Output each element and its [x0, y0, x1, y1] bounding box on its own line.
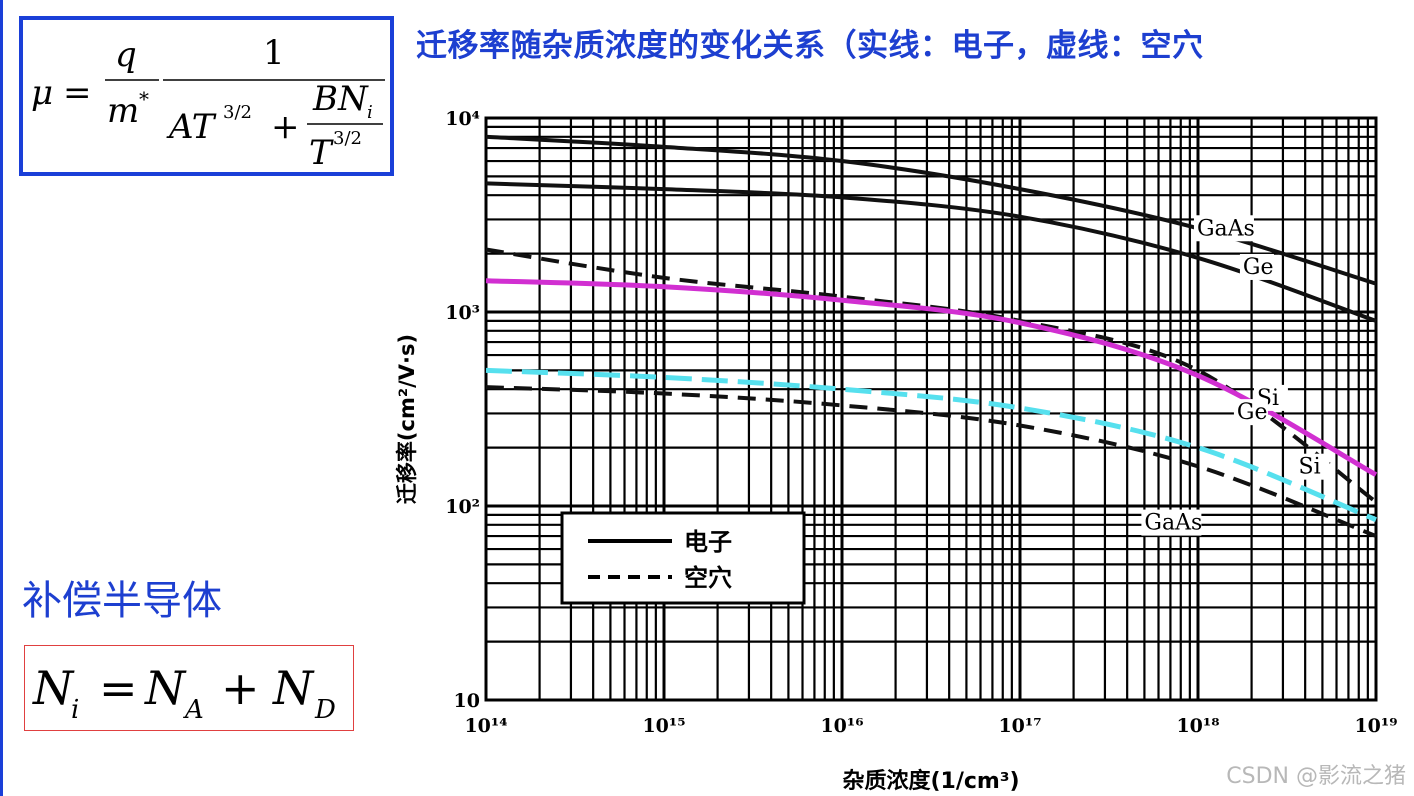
legend-box	[560, 511, 806, 605]
series-label-bg	[1295, 453, 1330, 480]
x-tick-label: 10¹⁵	[642, 715, 685, 737]
mobility-formula: μ = q m * 1 AT 3/2 + BN i T 3/2	[19, 16, 394, 176]
chart-series	[485, 134, 1378, 538]
impurity-sum-svg: N i = N A + N D	[32, 661, 336, 725]
series-label-gaas-hole: GaAs	[1144, 511, 1202, 536]
BN-subscript: i	[367, 102, 373, 123]
slide-title: 迁移率随杂质浓度的变化关系（实线：电子，虚线：空穴	[416, 28, 1204, 64]
series-label-si-hole: Si	[1299, 455, 1321, 480]
chart-labels: 10¹⁴ 10¹⁵ 10¹⁶ 10¹⁷ 10¹⁸ 10¹⁹ 10 10² 10³ 10⁴ 杂质浓度(…	[395, 108, 1398, 794]
y-axis-label: 迁移率(cm²/V·s)	[395, 334, 419, 504]
y-tick-label: 10³	[445, 302, 480, 324]
series-label-bg	[1193, 215, 1254, 242]
NA-subscript: A	[183, 695, 204, 725]
mobility-chart: 10¹⁴ 10¹⁵ 10¹⁶ 10¹⁷ 10¹⁸ 10¹⁹ 10 10² 10³ 10⁴ 杂质浓度(…	[395, 108, 1398, 794]
x-tick-label: 10¹⁷	[998, 715, 1041, 737]
ni-equals: =	[99, 661, 138, 715]
slide-left-border	[0, 0, 3, 796]
plot-frame	[484, 116, 1378, 702]
gaas-hole-line	[485, 385, 1377, 538]
x-tick-label: 10¹⁹	[1354, 715, 1397, 737]
y-tick-label: 10⁴	[445, 108, 480, 130]
si-hole-line	[485, 367, 1377, 523]
x-tick-label: 10¹⁸	[1176, 715, 1219, 737]
plus-sign: +	[271, 107, 300, 147]
AT-term: AT	[166, 107, 217, 147]
watermark: CSDN @影流之猪	[1226, 764, 1406, 789]
mu-symbol: μ	[31, 73, 53, 113]
compensation-label: 补偿半导体	[22, 578, 222, 624]
q-symbol: q	[115, 35, 137, 75]
y-tick-label: 10²	[445, 496, 480, 518]
AT-exponent: 3/2	[223, 102, 252, 123]
impurity-sum-formula: N i = N A + N D	[24, 645, 354, 731]
series-label-bg	[1233, 399, 1268, 426]
T-term: T	[309, 133, 334, 172]
ND-symbol: N	[272, 661, 315, 715]
m-star: *	[139, 87, 149, 111]
series-label-bg	[1239, 253, 1274, 280]
mobility-formula-svg: μ = q m * 1 AT 3/2 + BN i T 3/2	[31, 33, 385, 173]
T-exponent: 3/2	[333, 128, 362, 149]
ni-plus: +	[221, 661, 260, 715]
series-label-gaas-electron: GaAs	[1197, 216, 1255, 241]
si-electron-line	[485, 278, 1378, 477]
x-tick-label: 10¹⁶	[820, 715, 863, 737]
legend-label: 电子	[684, 528, 732, 556]
x-axis-label: 杂质浓度(1/cm³)	[842, 768, 1019, 794]
series-label-ge-hole: Ge	[1237, 400, 1268, 425]
ND-subscript: D	[314, 695, 336, 725]
y-tick-label: 10	[454, 690, 480, 712]
equals-sign: =	[63, 73, 92, 113]
x-tick-label: 10¹⁴	[464, 715, 507, 737]
ge-electron-line	[485, 181, 1377, 323]
Ni-subscript: i	[71, 695, 79, 725]
numerator-one: 1	[263, 33, 285, 73]
BN-term: BN	[312, 79, 369, 119]
series-label-ge-electron: Ge	[1243, 255, 1274, 280]
m-symbol: m	[107, 91, 139, 131]
legend-label: 空穴	[684, 564, 732, 592]
series-label-bg	[1141, 509, 1202, 536]
Ni-symbol: N	[32, 661, 75, 715]
NA-symbol: N	[144, 661, 187, 715]
